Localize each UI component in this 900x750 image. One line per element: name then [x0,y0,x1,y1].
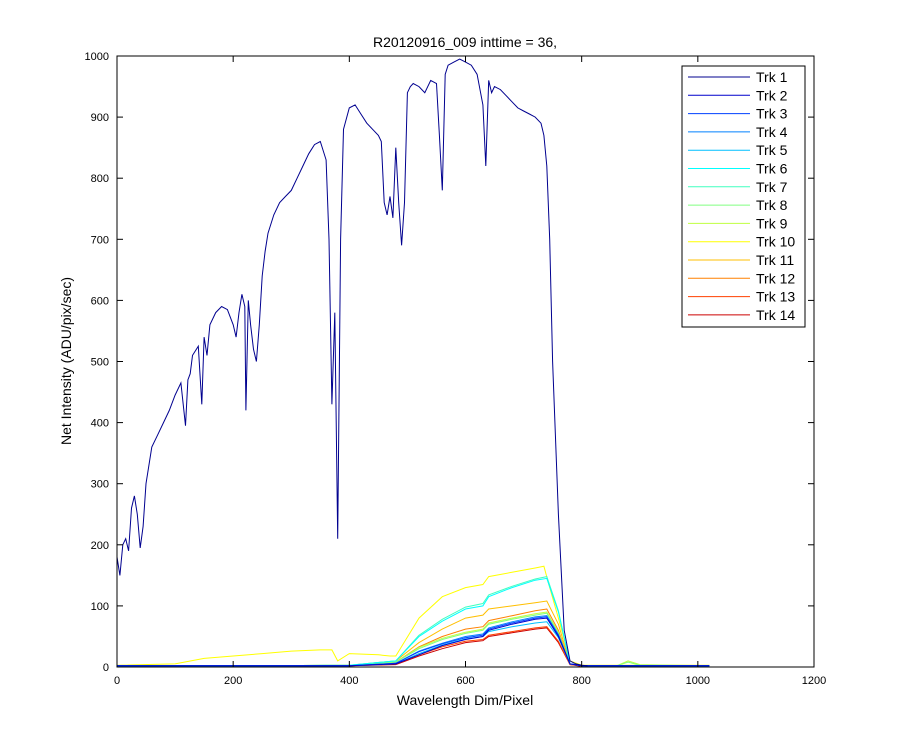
legend-box [681,65,806,328]
series-line-6 [117,577,710,667]
legend-label-14: Trk 14 [756,307,795,323]
legend-label-1: Trk 1 [756,69,788,85]
y-tick-label: 300 [91,479,109,491]
legend-label-10: Trk 10 [756,234,795,250]
y-tick-label: 100 [91,601,109,613]
legend-label-9: Trk 9 [756,215,788,231]
y-tick-label: 1000 [85,51,109,63]
y-tick-label: 400 [91,418,109,430]
x-tick-label: 200 [224,675,242,687]
legend-label-2: Trk 2 [756,87,788,103]
y-axis: 0 100 200 300 400 500 600 700 800 900 1000 [85,51,814,674]
legend: Trk 1 Trk 2 Trk 3 Trk 4 Trk 5 Trk 6 Trk 7 Trk 8… [681,65,806,328]
x-tick-label: 800 [572,675,590,687]
y-tick-label: 600 [91,295,109,307]
y-tick-label: 800 [91,173,109,185]
legend-label-13: Trk 13 [756,289,795,305]
series-line-2 [117,617,710,667]
legend-label-4: Trk 4 [756,124,788,140]
x-tick-label: 1200 [802,675,826,687]
legend-label-8: Trk 8 [756,197,788,213]
y-tick-label: 900 [91,112,109,124]
y-tick-label: 0 [103,662,109,674]
legend-label-11: Trk 11 [756,252,794,268]
x-tick-label: 600 [456,675,474,687]
series-line-1 [116,58,588,667]
y-tick-label: 200 [91,540,109,552]
y-axis-label: Net Intensity (ADU/pix/sec) [58,277,74,445]
legend-label-3: Trk 3 [756,106,788,122]
x-axis: 0 200 400 600 800 1000 1200 [114,56,826,687]
legend-label-6: Trk 6 [756,161,788,177]
x-tick-label: 400 [340,675,358,687]
legend-label-7: Trk 7 [756,179,788,195]
legend-label-5: Trk 5 [756,142,788,158]
y-tick-label: 700 [91,234,109,246]
x-tick-label: 0 [114,675,120,687]
x-axis-label: Wavelength Dim/Pixel [397,692,533,708]
x-tick-label: 1000 [686,675,710,687]
series-layer [116,58,710,667]
legend-label-12: Trk 12 [756,270,795,286]
chart-title: R20120916_009 inttime = 36, [373,34,557,50]
y-tick-label: 500 [91,357,109,369]
